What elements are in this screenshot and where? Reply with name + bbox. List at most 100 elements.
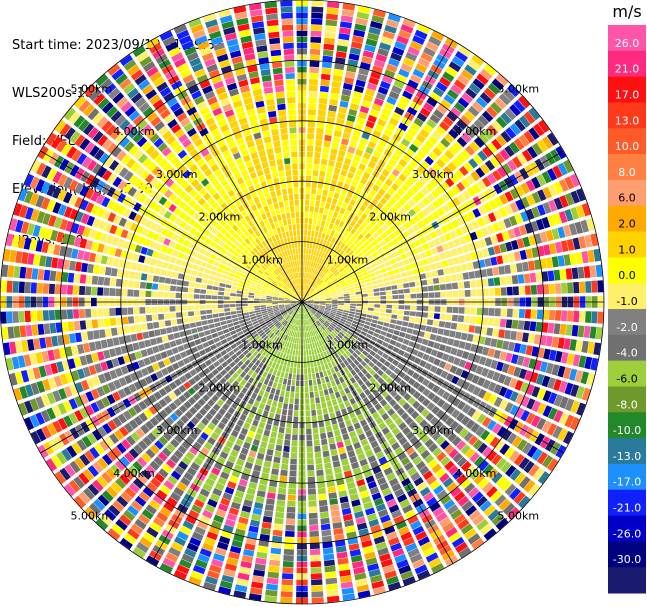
ray-gate-cell (343, 293, 350, 297)
ray-gate-cell (313, 284, 319, 289)
ray-gate-cell (63, 334, 71, 345)
ray-gate-cell (278, 316, 284, 322)
ray-gate-cell (509, 188, 520, 200)
ray-gate-cell (319, 170, 326, 178)
ray-gate-cell (381, 341, 389, 348)
ray-gate-cell (325, 394, 331, 402)
ray-gate-cell (427, 312, 434, 319)
ray-gate-cell (410, 293, 417, 299)
ray-gate-cell (387, 241, 394, 248)
ray-gate-cell (458, 546, 472, 559)
ray-gate-cell (348, 259, 355, 265)
ray-gate-cell (309, 518, 319, 525)
ray-gate-cell (141, 509, 154, 520)
ray-gate-cell (419, 128, 430, 139)
ray-gate-cell (315, 285, 320, 291)
ray-gate-cell (402, 426, 411, 436)
ray-gate-cell (276, 351, 281, 358)
ray-gate-cell (402, 153, 412, 163)
ray-gate-cell (228, 326, 235, 332)
ray-gate-cell (319, 371, 324, 378)
ray-gate-cell (441, 242, 450, 251)
ray-gate-cell (350, 252, 357, 259)
ray-gate-cell (152, 321, 160, 329)
ray-gate-cell (330, 204, 336, 211)
ray-gate-cell (559, 269, 567, 280)
ray-gate-cell (287, 360, 291, 367)
ray-gate-cell (391, 314, 398, 319)
ray-gate-cell (64, 464, 76, 477)
ray-gate-cell (567, 282, 574, 294)
ray-gate-cell (367, 289, 374, 293)
ray-gate-cell (349, 292, 356, 296)
ray-gate-cell (329, 412, 336, 419)
ray-gate-cell (163, 501, 175, 512)
ray-gate-cell (407, 515, 419, 525)
ray-gate-cell (341, 507, 352, 516)
ray-gate-cell (310, 343, 313, 350)
ray-gate-cell (450, 106, 462, 118)
ray-gate-cell (479, 523, 493, 536)
ray-gate-cell (118, 377, 127, 387)
ray-gate-cell (380, 558, 393, 568)
ray-gate-cell (384, 281, 391, 287)
ray-gate-cell (419, 345, 427, 352)
ray-gate-cell (470, 289, 477, 297)
ray-gate-cell (51, 257, 59, 269)
ray-gate-cell (322, 322, 328, 328)
ray-gate-cell (311, 409, 317, 416)
ray-gate-cell (125, 435, 136, 446)
ray-gate-cell (325, 306, 332, 309)
ray-gate-cell (40, 409, 51, 423)
ray-gate-cell (311, 308, 317, 313)
ray-gate-cell (258, 362, 264, 369)
ray-gate-cell (128, 482, 140, 494)
ray-gate-cell (259, 533, 270, 541)
ray-gate-cell (332, 173, 339, 181)
ray-gate-cell (310, 561, 322, 568)
ray-gate-cell (503, 375, 512, 387)
ray-gate-cell (306, 428, 312, 435)
ray-gate-cell (133, 289, 140, 297)
ray-gate-cell (319, 359, 324, 366)
ray-gate-cell (120, 491, 133, 503)
ray-gate-cell (518, 309, 525, 319)
ray-gate-cell (268, 380, 274, 387)
ray-gate-cell (342, 433, 350, 441)
ray-gate-cell (206, 372, 215, 380)
ray-gate-cell (316, 263, 320, 270)
ray-gate-cell (310, 336, 314, 343)
ray-gate-cell (330, 251, 336, 257)
ray-gate-cell (444, 321, 452, 329)
ray-gate-cell (319, 91, 329, 99)
ray-gate-cell (237, 316, 244, 321)
ray-gate-cell (408, 421, 418, 430)
ray-gate-cell (238, 478, 248, 487)
ray-gate-cell (507, 84, 520, 97)
ray-gate-cell (186, 335, 194, 342)
ray-gate-cell (342, 327, 348, 333)
ray-gate-cell (291, 311, 296, 317)
ray-gate-cell (287, 379, 292, 386)
ray-gate-cell (444, 232, 452, 241)
ray-gate-cell (271, 362, 277, 369)
ray-gate-cell (295, 386, 300, 393)
ray-gate-cell (112, 391, 121, 402)
ray-gate-cell (446, 189, 456, 199)
ray-gate-cell (134, 495, 147, 507)
ray-gate-cell (69, 260, 77, 271)
ray-gate-cell (387, 408, 396, 417)
ray-gate-cell (573, 281, 580, 294)
ray-gate-cell (111, 358, 120, 368)
ray-gate-cell (321, 284, 327, 289)
ray-gate-cell (260, 308, 267, 312)
ray-gate-cell (492, 371, 501, 382)
ray-gate-cell (275, 444, 283, 452)
ray-gate-cell (108, 504, 121, 517)
ray-gate-cell (429, 114, 441, 124)
ray-gate-cell (381, 107, 392, 117)
ray-gate-cell (388, 422, 397, 431)
ray-gate-cell (389, 323, 396, 329)
ray-gate-cell (353, 359, 360, 366)
ray-gate-cell (357, 233, 364, 241)
